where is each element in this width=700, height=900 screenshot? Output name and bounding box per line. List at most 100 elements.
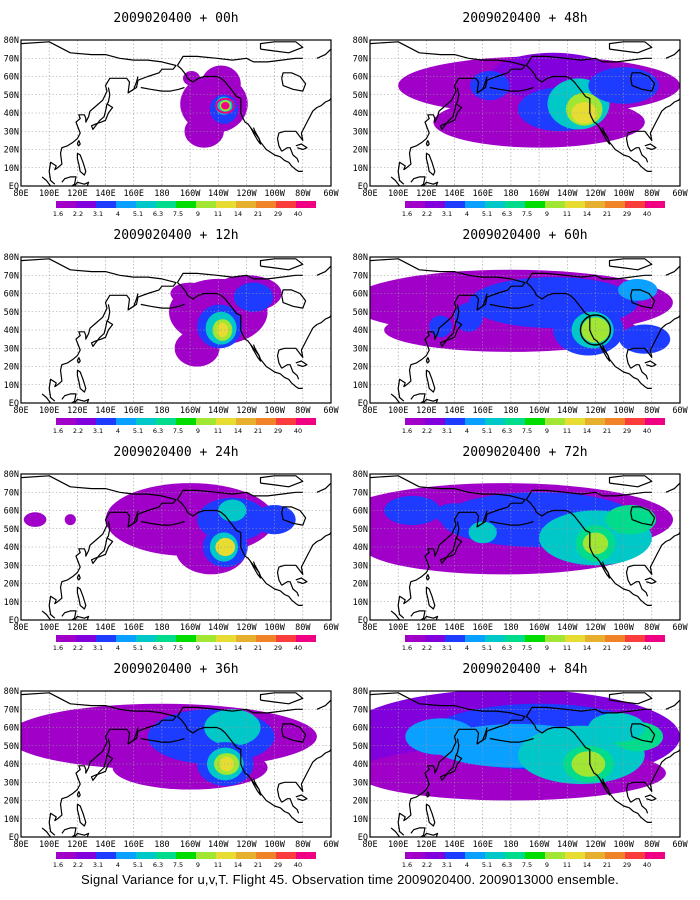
- legend-swatch: [256, 201, 276, 208]
- legend-label: 5.1: [133, 427, 143, 435]
- coastline: [21, 41, 177, 185]
- coastline: [106, 738, 111, 756]
- lat-label: 60N: [353, 290, 368, 300]
- legend-label: 4: [465, 210, 469, 218]
- coastline: [106, 521, 111, 539]
- coastline: [176, 55, 303, 66]
- lon-label: 140W: [557, 189, 578, 199]
- coastline: [489, 520, 534, 526]
- legend-swatch: [296, 635, 316, 642]
- coastline: [127, 76, 139, 94]
- legend-label: 1.6: [53, 210, 63, 218]
- map-panel-48h: 2009020400 + 48h 80N 70N 60N 50N 40N 30N 20N 10N…: [353, 11, 689, 218]
- legend-swatch: [236, 852, 256, 859]
- variance-field: [21, 474, 331, 620]
- coastline: [316, 699, 331, 710]
- lon-label: 100W: [264, 406, 285, 416]
- legend-label: 40: [294, 427, 302, 435]
- coastline: [259, 692, 304, 705]
- legend-label: 29: [623, 210, 631, 218]
- legend-swatch: [485, 201, 505, 208]
- legend-label: 9: [196, 210, 200, 218]
- legend-swatch: [605, 201, 625, 208]
- coastline: [41, 176, 52, 186]
- lon-label: 80W: [644, 623, 660, 633]
- legend-swatch: [136, 418, 156, 425]
- legend-swatch: [56, 201, 76, 208]
- coastline: [423, 832, 439, 837]
- coastline: [665, 265, 680, 276]
- legend-label: 1.6: [53, 861, 63, 869]
- legend-label: 40: [294, 210, 302, 218]
- lon-label: 60W: [323, 406, 339, 416]
- lon-label: 120E: [416, 189, 436, 199]
- coastline: [176, 489, 303, 500]
- map-panel-72h: 2009020400 + 72h 80N 70N 60N 50N 40N 30N 20N 10N…: [353, 445, 689, 652]
- coastline: [41, 610, 52, 620]
- legend-label: 2.2: [422, 861, 432, 869]
- coastline: [455, 304, 460, 322]
- legend-swatch: [136, 852, 156, 859]
- lat-label: 60N: [4, 507, 19, 517]
- lon-label: 140W: [557, 623, 578, 633]
- coastline: [61, 176, 77, 186]
- coastline: [61, 827, 77, 837]
- legend-label: 6.3: [502, 427, 512, 435]
- lon-label: 120W: [236, 840, 257, 850]
- legend-label: 6.3: [502, 644, 512, 652]
- coastline: [630, 581, 649, 597]
- coastline: [390, 176, 401, 186]
- legend-label: 40: [643, 210, 651, 218]
- legend-swatch: [76, 418, 96, 425]
- lat-label: 20N: [4, 146, 19, 156]
- legend-label: 40: [643, 427, 651, 435]
- legend-swatch: [425, 852, 445, 859]
- panel-title: 2009020400 + 00h: [113, 11, 238, 26]
- legend-swatch: [116, 852, 136, 859]
- legend-label: 7.5: [173, 427, 183, 435]
- lon-label: 120E: [416, 406, 436, 416]
- legend-label: 11: [563, 861, 571, 869]
- coastline: [526, 499, 652, 606]
- legend-swatch: [425, 201, 445, 208]
- coastline: [423, 615, 439, 620]
- panel-title: 2009020400 + 72h: [462, 445, 587, 460]
- legend-swatch: [296, 852, 316, 859]
- lat-label: EQ: [9, 616, 19, 626]
- lon-label: 80E: [13, 189, 28, 199]
- coastline: [61, 393, 77, 403]
- coastline: [281, 364, 300, 380]
- legend-label: 5.1: [133, 861, 143, 869]
- legend-label: 3.1: [93, 861, 103, 869]
- lat-label: 30N: [353, 127, 368, 137]
- legend-label: 6.3: [153, 644, 163, 652]
- lon-label: 100E: [388, 189, 408, 199]
- coastline: [74, 398, 90, 403]
- lon-label: 120E: [67, 840, 87, 850]
- legend-swatch: [605, 418, 625, 425]
- legend-swatch: [216, 418, 236, 425]
- legend-label: 5.1: [482, 644, 492, 652]
- lon-label: 120W: [236, 406, 257, 416]
- coastline: [370, 475, 526, 619]
- lon-label: 180: [503, 840, 518, 850]
- map-frame: [369, 39, 681, 187]
- lat-label: 20N: [353, 797, 368, 807]
- legend-swatch: [585, 201, 605, 208]
- legend-swatch: [645, 201, 665, 208]
- lon-label: 160E: [123, 406, 143, 416]
- lon-label: 140E: [95, 623, 115, 633]
- coastline: [410, 176, 426, 186]
- legend-label: 7.5: [522, 644, 532, 652]
- lat-label: 30N: [4, 778, 19, 788]
- coastline: [455, 87, 460, 105]
- variance-field: [370, 474, 680, 620]
- legend-swatch: [216, 201, 236, 208]
- lat-label: 10N: [4, 381, 19, 391]
- variance-field: [21, 40, 331, 186]
- lon-label: 80W: [295, 189, 311, 199]
- legend-label: 2.2: [422, 644, 432, 652]
- legend-label: 3.1: [93, 644, 103, 652]
- legend-label: 1.6: [402, 427, 412, 435]
- legend-swatch: [545, 635, 565, 642]
